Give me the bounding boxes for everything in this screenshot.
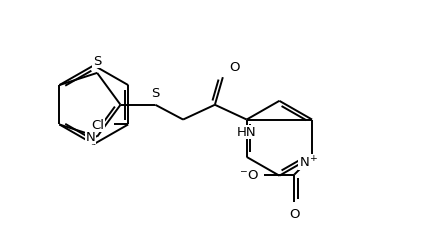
- Text: $^{-}$O: $^{-}$O: [240, 169, 259, 181]
- Text: O: O: [229, 61, 239, 74]
- Text: HN: HN: [237, 126, 257, 139]
- Text: O: O: [289, 207, 299, 220]
- Text: N: N: [85, 130, 95, 144]
- Text: S: S: [151, 86, 159, 99]
- Text: S: S: [93, 55, 101, 68]
- Text: Cl: Cl: [91, 118, 104, 131]
- Text: N$^{+}$: N$^{+}$: [299, 155, 318, 170]
